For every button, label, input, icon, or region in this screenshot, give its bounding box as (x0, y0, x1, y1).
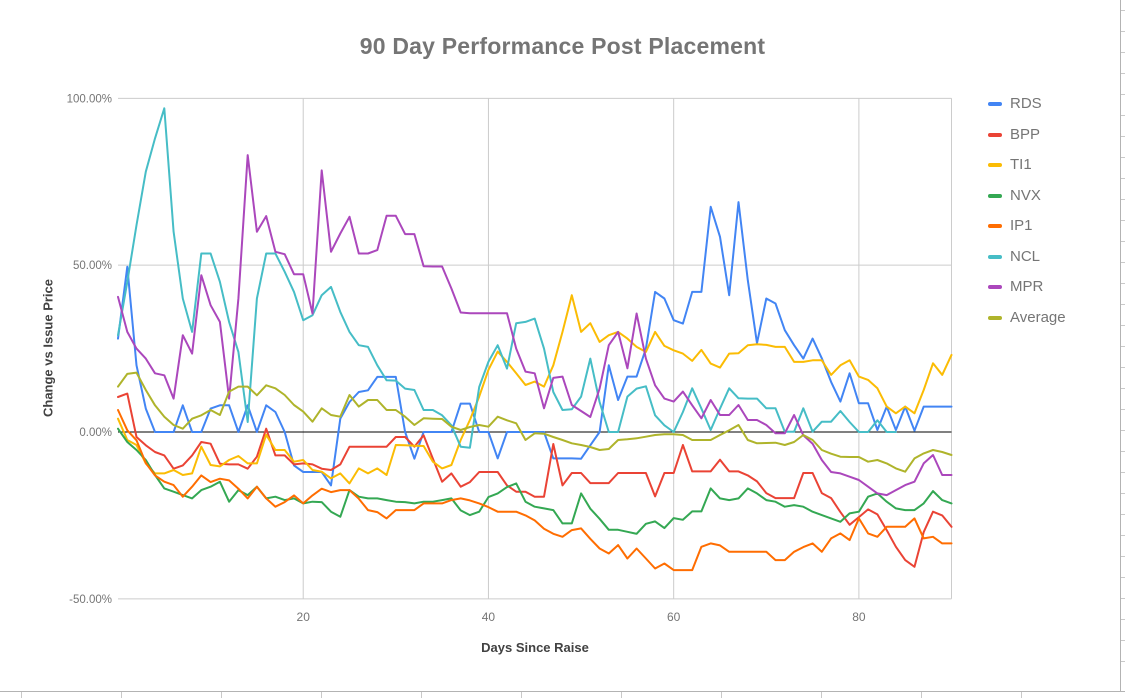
legend-item-MPR: MPR (988, 279, 1066, 295)
legend-swatch-icon (988, 193, 1002, 198)
sheet-grid-bottom-edge (0, 691, 1125, 698)
legend-label: Average (1010, 308, 1066, 326)
legend-item-BPP: BPP (988, 125, 1066, 143)
series-line-TI1 (117, 294, 953, 485)
legend-swatch-icon (988, 285, 1002, 289)
y-tick-label-100: 100.00% (67, 93, 112, 105)
legend-label: NVX (1010, 186, 1041, 204)
legend-swatch-icon (988, 254, 1002, 259)
x-tick-label-60: 60 (667, 610, 681, 624)
legend-swatch-icon (988, 224, 1002, 228)
x-tick-label-80: 80 (852, 610, 866, 624)
legend-item-RDS: RDS (988, 96, 1066, 112)
x-axis-title: Days Since Raise (481, 640, 589, 655)
y-tick-label-50: 50.00% (73, 260, 112, 272)
series-line-RDS (117, 201, 953, 487)
legend-label: BPP (1010, 125, 1041, 143)
chart-title: 90 Day Performance Post Placement (359, 33, 766, 59)
series-line-NVX (117, 427, 953, 535)
legend-label: MPR (1010, 278, 1044, 295)
legend-swatch-icon (988, 315, 1002, 320)
series-line-BPP (117, 392, 953, 568)
y-tick-label-0: 0.00% (79, 427, 112, 439)
series-line-MPR (117, 154, 953, 497)
x-tick-label-20: 20 (297, 610, 311, 624)
legend-swatch-icon (988, 102, 1002, 106)
legend-label: TI1 (1010, 156, 1032, 173)
sheet-grid-right-edge (1120, 0, 1125, 691)
legend-item-IP1: IP1 (988, 218, 1066, 234)
legend-item-TI1: TI1 (988, 157, 1066, 173)
legend-swatch-icon (988, 163, 1002, 167)
legend-label: RDS (1010, 95, 1042, 112)
series-line-NCL (117, 107, 897, 449)
legend-item-NCL: NCL (988, 247, 1066, 265)
x-tick-label-40: 40 (482, 610, 496, 624)
legend-swatch-icon (988, 132, 1002, 137)
legend-item-NVX: NVX (988, 186, 1066, 204)
legend-label: NCL (1010, 247, 1041, 265)
legend-label: IP1 (1010, 217, 1033, 234)
y-tick-label--50: -50.00% (69, 594, 112, 606)
series-line-Average (117, 371, 953, 473)
series-line-IP1 (117, 409, 953, 572)
chart-legend: RDS BPP TI1 NVX IP1 NCL MPR Average (988, 96, 1066, 340)
legend-item-Average: Average (988, 308, 1066, 326)
